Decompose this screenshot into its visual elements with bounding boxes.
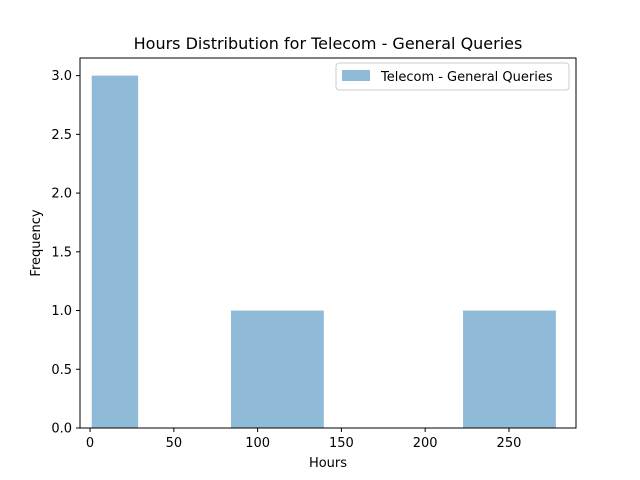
y-tick-label-4: 2.0	[51, 187, 72, 202]
axes-group: 0 50 100 150 200 250 0.0 0.5 1.0 1.5 2.0 2.5 3.0	[51, 57, 577, 451]
legend-swatch	[342, 70, 370, 81]
y-axis-label: Frequency	[29, 209, 44, 276]
y-tick-label-3: 1.5	[51, 245, 72, 260]
x-tick-label-3: 150	[329, 436, 354, 451]
y-tick-label-6: 3.0	[51, 69, 72, 84]
x-tick-label-1: 50	[166, 436, 183, 451]
plot-frame	[79, 57, 577, 429]
y-tick-label-2: 1.0	[51, 304, 72, 319]
legend-box	[335, 62, 570, 91]
histogram-bar-0	[91, 75, 139, 428]
y-tick-label-1: 0.5	[51, 363, 72, 378]
x-tick-label-5: 250	[497, 436, 522, 451]
histogram-bar-7	[463, 310, 556, 428]
chart-title: Hours Distribution for Telecom - General…	[134, 34, 523, 53]
x-tick-label-2: 100	[245, 436, 270, 451]
bars-group	[91, 75, 556, 428]
y-tick-label-0: 0.0	[51, 422, 72, 437]
x-tick-label-0: 0	[86, 436, 94, 451]
legend: Telecom - General Queries	[335, 62, 570, 91]
histogram-bar-3	[230, 310, 324, 428]
x-tick-label-4: 200	[413, 436, 438, 451]
x-axis-label: Hours	[309, 456, 347, 471]
y-tick-label-5: 2.5	[51, 128, 72, 143]
legend-label: Telecom - General Queries	[380, 70, 553, 85]
